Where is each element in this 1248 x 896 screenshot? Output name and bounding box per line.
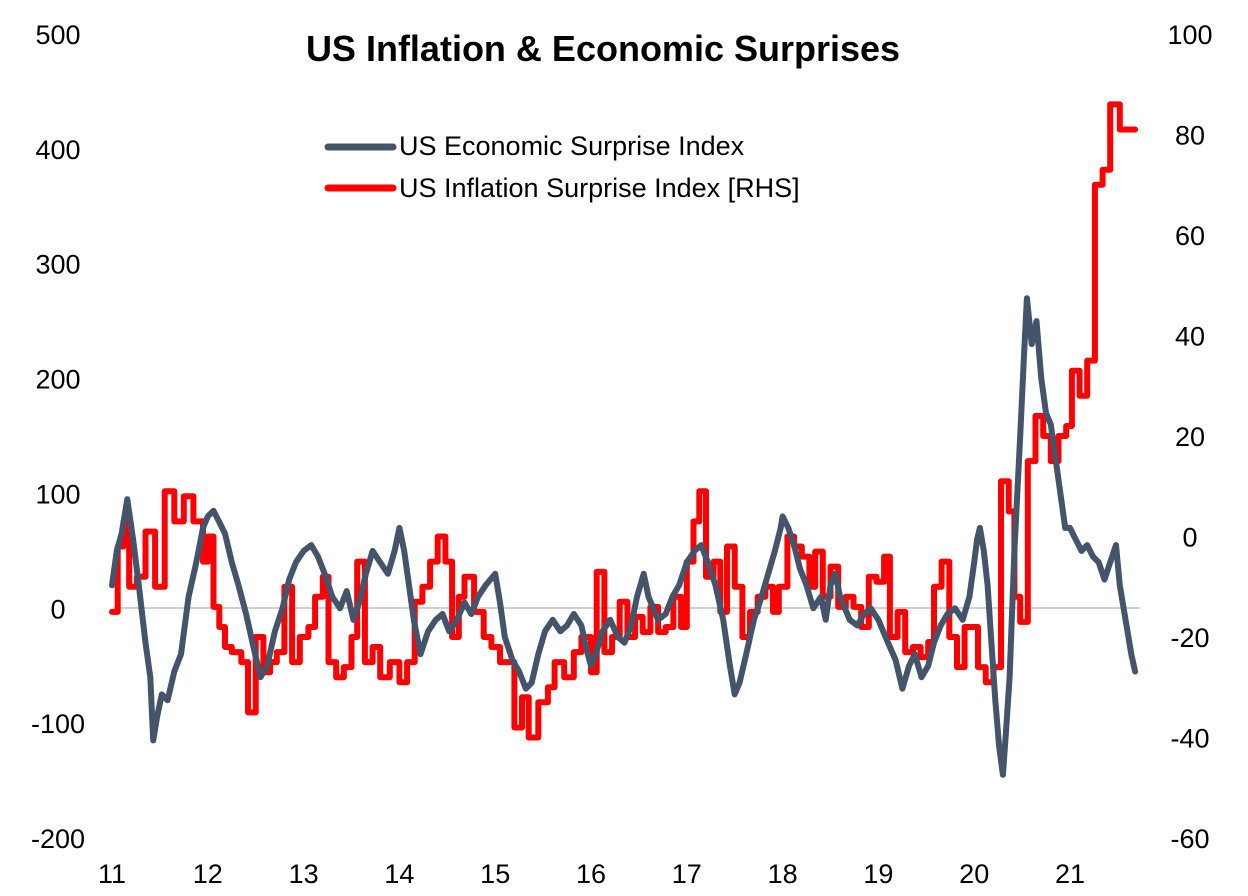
- legend-label-economic: US Economic Surprise Index: [399, 131, 745, 161]
- right-tick-label: 80: [1175, 121, 1205, 151]
- chart-title: US Inflation & Economic Surprises: [306, 28, 900, 69]
- right-tick-label: -40: [1170, 724, 1209, 754]
- x-tick-label: 17: [672, 859, 702, 889]
- left-tick-label: 400: [35, 135, 80, 165]
- right-tick-label: 60: [1175, 221, 1205, 251]
- left-axis: 500 400 300 200 100 0 -100 -200: [31, 20, 85, 854]
- left-tick-label: 500: [35, 20, 80, 50]
- right-tick-label: 20: [1175, 422, 1205, 452]
- right-axis: 100 80 60 40 20 0 -20 -40 -60: [1167, 20, 1212, 854]
- left-tick-label: 0: [50, 594, 65, 624]
- x-tick-label: 14: [384, 859, 414, 889]
- legend: US Economic Surprise Index US Inflation …: [324, 131, 800, 203]
- x-tick-label: 19: [863, 859, 893, 889]
- right-tick-label: -60: [1170, 824, 1209, 854]
- left-tick-label: -100: [31, 709, 85, 739]
- right-tick-label: 0: [1182, 523, 1197, 553]
- x-tick-label: 16: [576, 859, 606, 889]
- x-tick-label: 20: [959, 859, 989, 889]
- x-tick-label: 18: [768, 859, 798, 889]
- series-line-inflation-surprise: [109, 101, 1139, 741]
- right-tick-label: -20: [1170, 623, 1209, 653]
- legend-label-inflation: US Inflation Surprise Index [RHS]: [399, 173, 800, 203]
- x-tick-label: 11: [98, 859, 126, 889]
- left-tick-label: -200: [31, 824, 85, 854]
- right-tick-label: 40: [1175, 322, 1205, 352]
- series-layer: [109, 101, 1139, 778]
- series-line-economic-surprise: [109, 295, 1139, 778]
- right-tick-label: 100: [1167, 20, 1212, 50]
- left-tick-label: 200: [35, 365, 80, 395]
- x-axis: 11 12 13 14 15 16 17 18 19 20 21: [98, 859, 1085, 889]
- left-tick-label: 300: [35, 250, 80, 280]
- left-tick-label: 100: [35, 479, 80, 509]
- x-tick-label: 13: [289, 859, 319, 889]
- x-tick-label: 12: [193, 859, 223, 889]
- x-tick-label: 21: [1055, 859, 1085, 889]
- x-tick-label: 15: [480, 859, 510, 889]
